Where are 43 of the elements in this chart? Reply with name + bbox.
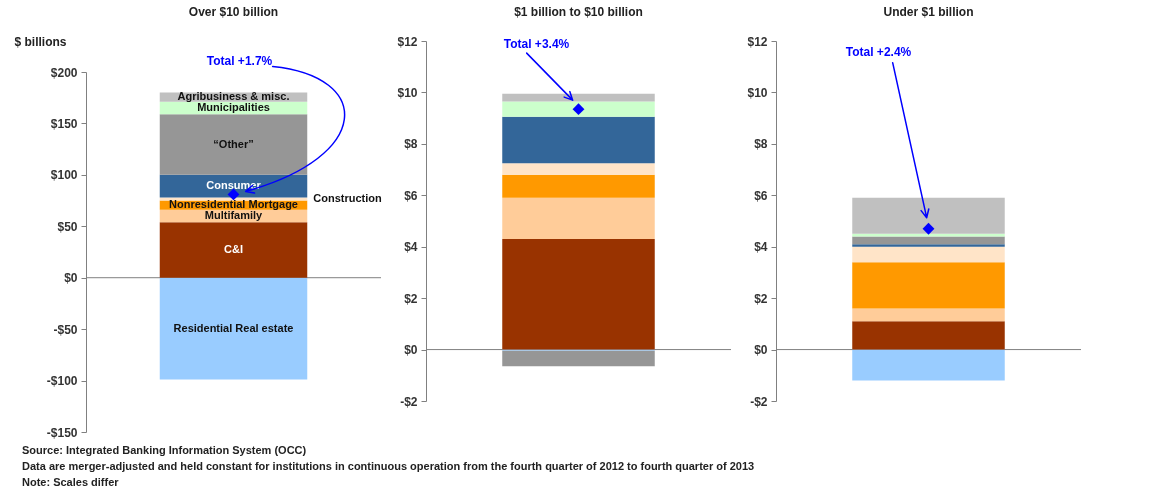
series-label: Municipalities [197,101,270,113]
y-tick-label: $12 [397,34,418,49]
y-tick-label: $12 [747,34,768,49]
y-tick-label: -$2 [400,394,418,409]
series-label: Multifamily [204,209,264,221]
text: Note: Scales differ [22,475,120,490]
text: Data are merger-adjusted and held constant for institutions in continuous operation from the fourth quarter of 2012 to fourth quarter of 2013 [22,459,756,474]
y-tick-label: $200 [50,65,78,80]
series-label: Construction [313,192,382,205]
series-label: Consumer [206,179,262,192]
y-tick-label: $4 [404,240,418,255]
chart-title: Under $1 billion [883,5,974,19]
y-tick-label: $6 [754,188,768,203]
series-label: Residential Real estate [173,321,294,334]
y-tick-label: $100 [50,168,78,183]
y-tick-label: $50 [57,219,78,234]
source-note: Source: Integrated Banking Information System (OCC) [22,443,308,458]
y-tick-label: $2 [754,291,768,306]
annotation: Total +2.4% [845,44,912,59]
y-tick-label: -$50 [53,322,78,337]
series-label: Agribusiness & misc. [177,90,290,103]
y-tick-label: $6 [404,188,418,203]
series-label: “Other” [213,137,254,150]
y-tick-label: -$100 [46,374,78,389]
chart-title: Over $10 billion [188,5,279,19]
y-tick-label: $4 [754,240,768,255]
y-tick-label: $10 [397,85,418,100]
y-tick-label: $0 [64,271,78,286]
series-label: C&I [224,242,243,255]
y-tick-label: $8 [754,137,768,152]
text: Total +1.7% [206,54,273,69]
y-tick-label: -$150 [46,425,78,440]
chart-title: $1 billion to $10 billion [514,5,643,19]
y-tick-label: $2 [404,291,418,306]
y-tick-label: -$2 [750,394,768,409]
y-tick-label: $10 [747,85,768,100]
y-tick-label: $150 [50,116,78,131]
y-tick-label: $8 [404,137,418,152]
y-tick-label: $0 [404,343,418,358]
y-tick-label: $0 [754,343,768,358]
annotation: Total +3.4% [503,37,570,52]
y-axis-title: $ billions [14,34,67,49]
series-label: Nonresidential Mortgage [169,198,298,211]
